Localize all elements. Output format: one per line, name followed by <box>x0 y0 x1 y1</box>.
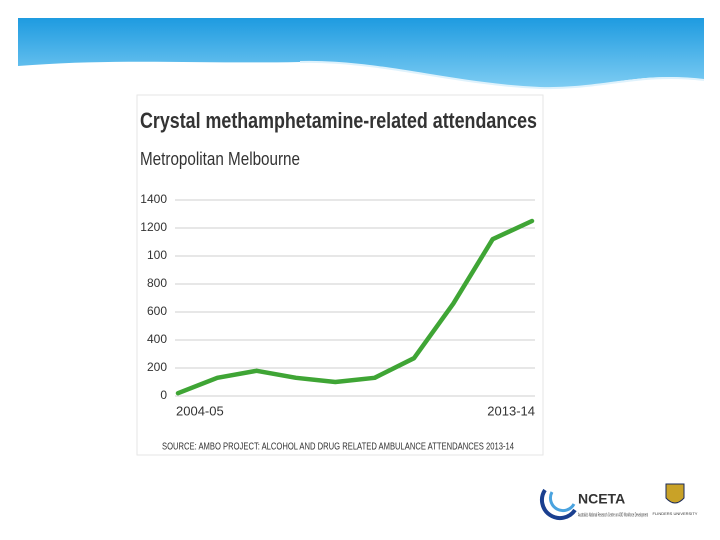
header-banner <box>18 18 704 89</box>
data-line <box>175 218 535 396</box>
logo-tagline: Australia's National Research Centre on … <box>578 512 648 518</box>
y-tick-label: 1400 <box>140 192 167 206</box>
y-tick-label: 600 <box>147 304 167 318</box>
chart-title: Crystal methamphetamine-related attendan… <box>140 108 537 133</box>
banner-wave <box>299 60 705 90</box>
x-tick-label: 2013-14 <box>487 403 535 418</box>
y-tick-label: 200 <box>147 360 167 374</box>
logo-swirl <box>539 488 577 520</box>
chart-subtitle: Metropolitan Melbourne <box>140 149 300 169</box>
x-tick-label: 2004-05 <box>176 403 224 418</box>
y-tick-label: 100 <box>147 248 167 262</box>
y-tick-label: 800 <box>147 276 167 290</box>
chart-frame <box>136 94 544 456</box>
y-tick-label: 1200 <box>140 220 167 234</box>
y-tick-label: 400 <box>147 332 167 346</box>
logo-text: NCETA <box>578 491 625 507</box>
crest <box>665 483 685 504</box>
y-tick-label: 0 <box>160 388 167 402</box>
source-note: SOURCE: AMBO PROJECT: ALCOHOL AND DRUG R… <box>162 442 514 453</box>
nceta-logo: NCETA Australia's National Research Cent… <box>539 488 648 520</box>
university-text: FLINDERS UNIVERSITY <box>653 511 698 516</box>
university-logo: FLINDERS UNIVERSITY <box>653 483 698 516</box>
logo-swirl <box>548 491 576 513</box>
